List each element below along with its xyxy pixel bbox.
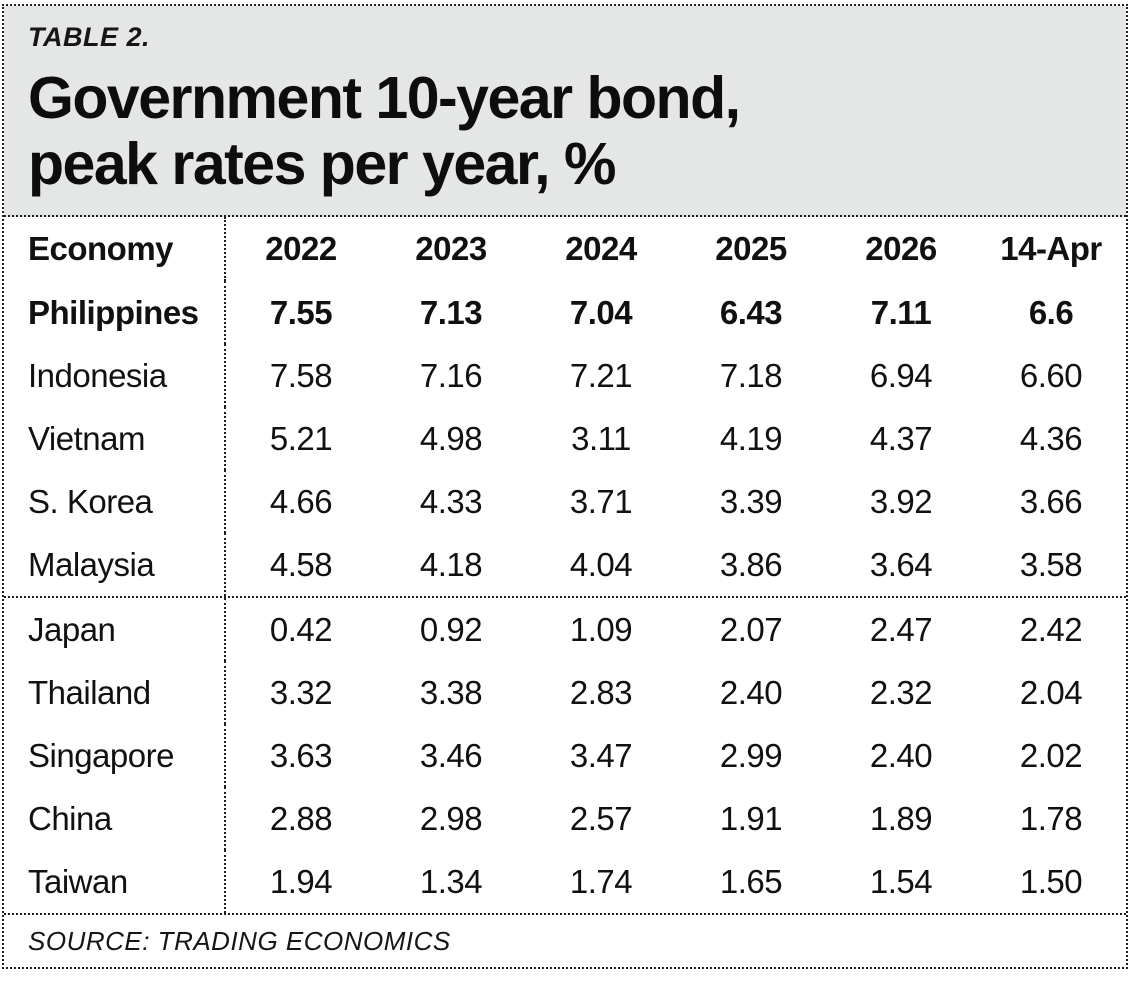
value-cell: 2.04 xyxy=(1019,673,1083,711)
table-label: TABLE 2. xyxy=(28,22,151,52)
value-cell: 1.78 xyxy=(1019,799,1083,837)
value-cell: 3.63 xyxy=(269,736,333,774)
value-cell: 2.57 xyxy=(569,799,633,837)
value-cell: 1.50 xyxy=(1019,862,1083,900)
value-cell: 4.19 xyxy=(719,419,783,457)
column-header-2026: 2026 xyxy=(865,230,937,268)
value-cell: 1.09 xyxy=(569,610,633,648)
table-body: Philippines 7.55 7.13 7.04 6.43 7.11 6.6… xyxy=(4,281,1126,914)
table-row-thailand: Thailand 3.32 3.38 2.83 2.40 2.32 2.04 xyxy=(4,661,1126,725)
value-cell: 4.04 xyxy=(569,545,633,583)
value-cell: 0.92 xyxy=(419,610,483,648)
economy-cell: Japan xyxy=(4,598,226,662)
economy-cell: China xyxy=(4,787,226,851)
value-cell: 3.58 xyxy=(1019,545,1083,583)
value-cell: 7.04 xyxy=(569,293,633,331)
value-cell: 5.21 xyxy=(269,419,333,457)
column-header-2024: 2024 xyxy=(565,230,637,268)
page-title: Government 10-year bond, peak rates per … xyxy=(28,65,1106,197)
table-header-row: Economy 2022 2023 2024 2025 2026 14-Apr xyxy=(4,217,1126,282)
value-cell: 7.16 xyxy=(419,356,483,394)
value-cell: 4.36 xyxy=(1019,419,1083,457)
value-cell: 4.33 xyxy=(419,482,483,520)
value-cell: 2.02 xyxy=(1019,736,1083,774)
table-row-philippines: Philippines 7.55 7.13 7.04 6.43 7.11 6.6 xyxy=(4,281,1126,345)
table-row-malaysia: Malaysia 4.58 4.18 4.04 3.86 3.64 3.58 xyxy=(4,533,1126,599)
value-cell: 4.66 xyxy=(269,482,333,520)
column-header-2023: 2023 xyxy=(415,230,487,268)
value-cell: 2.42 xyxy=(1019,610,1083,648)
economy-cell: Vietnam xyxy=(4,407,226,471)
value-cell: 0.42 xyxy=(269,610,333,648)
value-cell: 1.54 xyxy=(869,862,933,900)
value-cell: 7.11 xyxy=(870,293,932,331)
value-cell: 6.43 xyxy=(719,293,783,331)
value-cell: 3.66 xyxy=(1019,482,1083,520)
value-cell: 2.99 xyxy=(719,736,783,774)
column-header-economy: Economy xyxy=(4,217,226,282)
column-header-14-apr: 14-Apr xyxy=(1000,230,1102,268)
table-row-vietnam: Vietnam 5.21 4.98 3.11 4.19 4.37 4.36 xyxy=(4,407,1126,471)
table-card: TABLE 2. Government 10-year bond, peak r… xyxy=(2,4,1128,970)
value-cell: 3.39 xyxy=(719,482,783,520)
value-cell: 2.07 xyxy=(719,610,783,648)
title-line-1: Government 10-year bond, xyxy=(28,65,741,131)
value-cell: 3.38 xyxy=(419,673,483,711)
value-cell: 4.58 xyxy=(269,545,333,583)
value-cell: 2.40 xyxy=(719,673,783,711)
value-cell: 7.13 xyxy=(419,293,483,331)
value-cell: 1.74 xyxy=(569,862,633,900)
source-row: SOURCE: TRADING ECONOMICS xyxy=(4,913,1126,967)
value-cell: 3.32 xyxy=(269,673,333,711)
value-cell: 3.86 xyxy=(719,545,783,583)
table-row-china: China 2.88 2.98 2.57 1.91 1.89 1.78 xyxy=(4,787,1126,851)
value-cell: 1.34 xyxy=(419,862,483,900)
value-cell: 7.18 xyxy=(719,356,783,394)
economy-cell: Indonesia xyxy=(4,344,226,408)
value-cell: 6.6 xyxy=(1028,293,1074,331)
value-cell: 2.83 xyxy=(569,673,633,711)
table-row-japan: Japan 0.42 0.92 1.09 2.07 2.47 2.42 xyxy=(4,598,1126,662)
economy-cell: S. Korea xyxy=(4,470,226,534)
value-cell: 3.64 xyxy=(869,545,933,583)
value-cell: 1.94 xyxy=(269,862,333,900)
table-row-taiwan: Taiwan 1.94 1.34 1.74 1.65 1.54 1.50 xyxy=(4,850,1126,914)
column-header-2022: 2022 xyxy=(265,230,337,268)
table-row-indonesia: Indonesia 7.58 7.16 7.21 7.18 6.94 6.60 xyxy=(4,344,1126,408)
value-cell: 3.11 xyxy=(571,419,631,457)
value-cell: 3.71 xyxy=(569,482,633,520)
value-cell: 2.32 xyxy=(869,673,933,711)
card-header: TABLE 2. Government 10-year bond, peak r… xyxy=(4,6,1126,218)
column-header-2025: 2025 xyxy=(715,230,787,268)
value-cell: 3.47 xyxy=(569,736,633,774)
value-cell: 4.18 xyxy=(419,545,483,583)
value-cell: 3.46 xyxy=(419,736,483,774)
value-cell: 1.89 xyxy=(869,799,933,837)
value-cell: 6.94 xyxy=(869,356,933,394)
table-row-s-korea: S. Korea 4.66 4.33 3.71 3.39 3.92 3.66 xyxy=(4,470,1126,534)
value-cell: 2.88 xyxy=(269,799,333,837)
economy-cell: Malaysia xyxy=(4,533,226,597)
value-cell: 1.91 xyxy=(719,799,783,837)
value-cell: 2.47 xyxy=(869,610,933,648)
value-cell: 7.58 xyxy=(269,356,333,394)
value-cell: 6.60 xyxy=(1019,356,1083,394)
title-line-2: peak rates per year, % xyxy=(28,131,616,198)
source-text: SOURCE: TRADING ECONOMICS xyxy=(28,925,451,956)
economy-cell: Singapore xyxy=(4,724,226,788)
table-row-singapore: Singapore 3.63 3.46 3.47 2.99 2.40 2.02 xyxy=(4,724,1126,788)
value-cell: 4.37 xyxy=(869,419,933,457)
value-cell: 1.65 xyxy=(719,862,783,900)
value-cell: 2.98 xyxy=(419,799,483,837)
value-cell: 7.55 xyxy=(269,293,333,331)
value-cell: 7.21 xyxy=(569,356,633,394)
economy-cell: Thailand xyxy=(4,661,226,725)
value-cell: 3.92 xyxy=(869,482,933,520)
value-cell: 2.40 xyxy=(869,736,933,774)
economy-cell: Taiwan xyxy=(4,850,226,914)
economy-cell: Philippines xyxy=(4,281,226,345)
value-cell: 4.98 xyxy=(419,419,483,457)
